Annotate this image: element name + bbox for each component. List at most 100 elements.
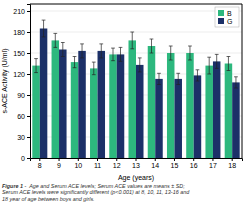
x-tick-label: 12 [113,162,121,169]
x-tick-label: 13 [132,162,140,169]
x-tick: 8 [38,158,42,169]
y-tick-label: 90 [17,92,25,99]
error-bar [73,57,77,68]
x-tick-label: 15 [171,162,179,169]
error-bar [234,77,238,88]
caption-text: Age and Serum ACE levels; Serum ACE valu… [28,183,185,189]
x-tick-label: 11 [94,162,101,169]
x-tick-mark [97,158,98,161]
error-bar [157,73,161,84]
y-tick: 210 [13,8,30,15]
x-tick: 16 [190,158,198,169]
y-tick-label: 60 [17,113,25,120]
y-tick: 30 [17,134,30,141]
error-bar [196,70,200,81]
bar-series [32,40,232,158]
x-tick: 12 [113,158,121,169]
x-tick: 11 [94,158,101,169]
y-tick: 120 [13,71,30,78]
x-axis-line [31,159,243,162]
bar [52,40,60,158]
caption-line: Serum ACE levels were significantly diff… [2,189,190,195]
bar [32,66,40,158]
y-tick-label: 150 [13,50,25,57]
error-bar [80,44,84,58]
error-bars [42,20,238,88]
chart-svg: 891011121314151617180306090120150180210B… [0,0,246,204]
bar [78,51,86,158]
grid-line [30,32,242,33]
error-bar [169,46,173,60]
error-bar [207,57,211,74]
error-bar [111,48,115,61]
x-axis-title: Age (years) [118,174,154,182]
x-tick: 9 [57,158,61,169]
legend-item: B [218,10,232,17]
y-tick: 60 [17,113,30,120]
error-bar [150,39,154,53]
caption-bold: Figure 1 - [2,183,28,189]
bar [186,53,194,158]
y-tick: 0 [21,155,30,162]
bar [232,82,240,158]
y-tick: 150 [13,50,30,57]
x-tick-mark [78,158,79,161]
chart-container: 891011121314151617180306090120150180210B… [0,0,246,204]
x-axis: 89101112131415161718 [31,158,243,169]
bar [98,51,106,158]
bar [109,54,117,158]
error-bar [119,47,123,61]
x-tick-label: 17 [209,162,217,169]
bar [40,29,48,159]
y-tick-mark [27,53,30,54]
legend-swatch [218,10,224,16]
bar [90,68,98,158]
error-bar [215,54,219,68]
y-axis-line [27,5,31,159]
bar [213,61,221,158]
y-tick-label: 180 [13,29,25,36]
error-bar [176,73,180,84]
error-bar [138,58,142,72]
bar [59,50,67,159]
bar [194,75,202,158]
y-axis-title: s-ACE Activity (U/ml) [1,49,9,114]
y-tick: 180 [13,29,30,36]
x-tick-label: 16 [190,162,198,169]
legend: BG [215,7,239,27]
y-tick-label: 0 [21,155,25,162]
bar [205,66,213,158]
y-tick: 90 [17,92,30,99]
x-tick: 14 [151,158,159,169]
y-tick-mark [27,95,30,96]
bar-series [40,29,240,159]
bar [128,40,136,158]
legend-item: G [218,18,232,25]
caption: Figure 1 - Age and Serum ACE levels; Ser… [2,183,190,202]
bar [167,53,175,158]
x-tick-mark [174,158,175,161]
bar [174,79,182,158]
error-bar [99,44,103,58]
error-bars [34,32,230,75]
x-tick-label: 18 [228,162,236,169]
y-axis: 0 30 60 90 120 150 180 210 [13,5,30,162]
legend-label: B [227,10,232,17]
y-tick-mark [27,116,30,117]
bar [136,65,144,158]
y-tick-mark [27,32,30,33]
plot-frame-top [30,4,242,5]
x-tick-label: 14 [151,162,159,169]
plot-frame-right [242,4,243,158]
bar [117,54,125,158]
x-tick-label: 9 [57,162,61,169]
x-tick-mark [39,158,40,161]
bar [225,64,233,159]
x-tick-label: 8 [38,162,42,169]
error-bar [188,46,192,60]
error-bar [53,33,57,47]
error-bar [42,20,46,37]
bar [155,79,163,158]
x-tick-mark [193,158,194,161]
y-tick-label: 30 [17,134,25,141]
